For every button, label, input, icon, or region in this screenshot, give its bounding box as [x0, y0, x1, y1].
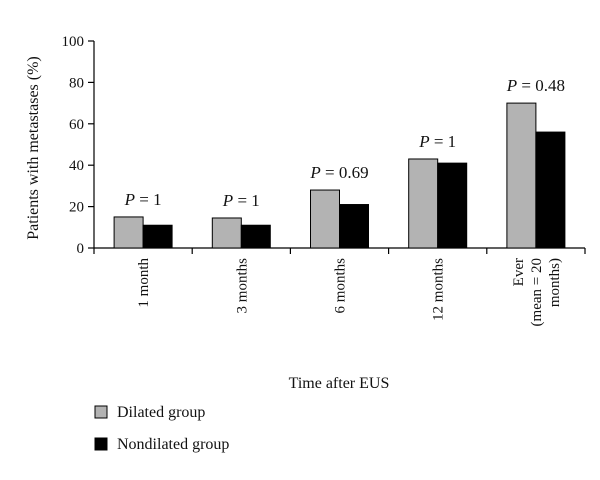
- p-value-label: P = 1: [222, 191, 260, 210]
- y-tick-label: 100: [62, 34, 85, 50]
- y-axis-title: Patients with metastases (%): [25, 56, 42, 240]
- y-tick-label: 20: [69, 200, 84, 216]
- x-axis-title: Time after EUS: [289, 375, 390, 392]
- y-tick-label: 80: [69, 75, 84, 91]
- x-tick-label: 12 months: [431, 258, 447, 321]
- y-tick-label: 40: [69, 158, 84, 174]
- legend-item-dilated: Dilated group: [94, 404, 205, 421]
- legend-swatch: [94, 405, 108, 419]
- x-tick-label-line: Ever: [511, 258, 527, 286]
- x-tick-label: 6 months: [333, 258, 349, 314]
- legend-label: Dilated group: [117, 404, 205, 421]
- p-value-annotations: P = 1 P = 1 P = 0.69 P = 1 P = 0.48: [124, 76, 565, 210]
- x-tick-label-line: 12 months: [431, 258, 447, 321]
- p-value-label: P = 1: [124, 190, 162, 209]
- bars: [113, 102, 566, 249]
- bar-nondilated: [240, 224, 271, 249]
- legend-item-nondilated: Nondilated group: [94, 436, 229, 453]
- y-tick-label: 60: [69, 117, 84, 133]
- y-tick-label: 0: [77, 241, 85, 257]
- x-tick-labels: 1 month 3 months 6 months 12 months Ever (mea…: [136, 258, 563, 327]
- legend: Dilated group Nondilated group: [94, 404, 229, 453]
- p-value-label: P = 0.69: [309, 163, 368, 182]
- x-tick-label: 1 month: [136, 258, 152, 308]
- bar-dilated: [408, 158, 439, 249]
- bar-nondilated: [142, 224, 173, 249]
- x-tick-label-line: 3 months: [234, 258, 250, 314]
- x-axis: [93, 247, 586, 254]
- x-tick-label: 3 months: [234, 258, 250, 314]
- x-tick-label-line: 6 months: [333, 258, 349, 314]
- bar-dilated: [310, 189, 340, 249]
- p-value-label: P = 0.48: [506, 76, 565, 95]
- p-value-label: P = 1: [418, 132, 456, 151]
- bar-dilated: [113, 216, 144, 249]
- bar-nondilated: [535, 131, 566, 249]
- legend-label: Nondilated group: [117, 436, 229, 453]
- legend-swatch: [94, 437, 108, 451]
- x-tick-label-line: (mean = 20: [529, 258, 545, 326]
- bar-nondilated: [437, 162, 468, 249]
- bar-dilated: [211, 217, 242, 249]
- x-tick-label: Ever (mean = 20 months): [511, 258, 563, 326]
- bar-dilated: [506, 102, 537, 249]
- bar-nondilated: [339, 204, 369, 249]
- x-tick-label-line: 1 month: [136, 258, 152, 308]
- y-axis: 0 20 40 60 80 100: [62, 34, 95, 257]
- x-tick-label-line: months): [547, 258, 563, 307]
